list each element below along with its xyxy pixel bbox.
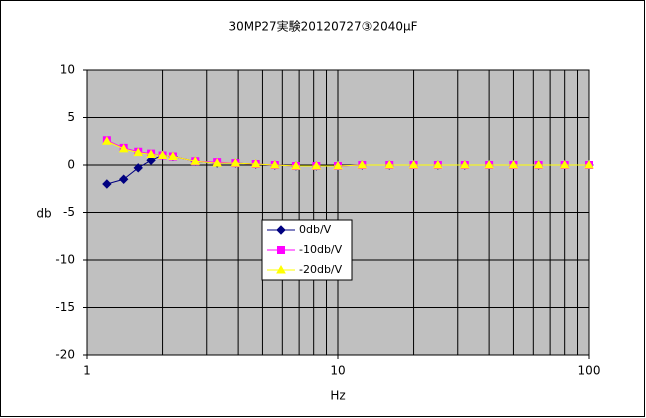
marker [291,160,301,170]
marker [118,174,129,184]
marker [533,159,544,169]
marker [118,143,129,153]
marker [250,159,261,168]
y-tick-label: 10 [60,63,75,77]
y-tick-label: -20 [55,348,75,362]
legend-label: 0db/V [299,223,332,236]
marker [146,149,156,159]
marker [459,159,470,169]
y-tick-label: -10 [55,253,75,267]
marker [333,160,343,170]
x-tick-label: 10 [330,364,345,378]
marker [133,147,144,157]
legend-label: -20db/V [299,263,343,276]
y-tick-label: -5 [63,205,75,219]
legend-marker [276,264,286,274]
marker [584,159,594,169]
marker [212,158,223,167]
marker [168,151,178,160]
marker [559,159,570,169]
marker [433,159,443,169]
legend-marker [277,246,285,254]
marker [230,158,241,167]
marker [384,159,395,169]
marker [357,159,368,169]
marker [269,159,280,169]
chart-title: 30MP27実験20120727③2040μF [228,19,417,34]
legend-marker [276,225,286,235]
marker [190,156,201,165]
legend-label: -10db/V [299,243,343,256]
marker [508,159,519,169]
y-tick-label: -15 [55,300,75,314]
marker [102,179,112,189]
y-tick-label: 5 [67,110,75,124]
plot-border [86,69,590,356]
y-tick-label: 0 [67,158,75,172]
x-tick-label: 1 [83,364,91,378]
x-axis-label: Hz [330,389,345,403]
marker [102,136,112,145]
marker [408,159,419,169]
marker [133,163,143,173]
y-axis-label: db [36,207,51,221]
marker [484,159,494,169]
marker [157,150,168,159]
x-tick-label: 100 [578,364,601,378]
marker [311,160,322,170]
marker [146,155,156,165]
